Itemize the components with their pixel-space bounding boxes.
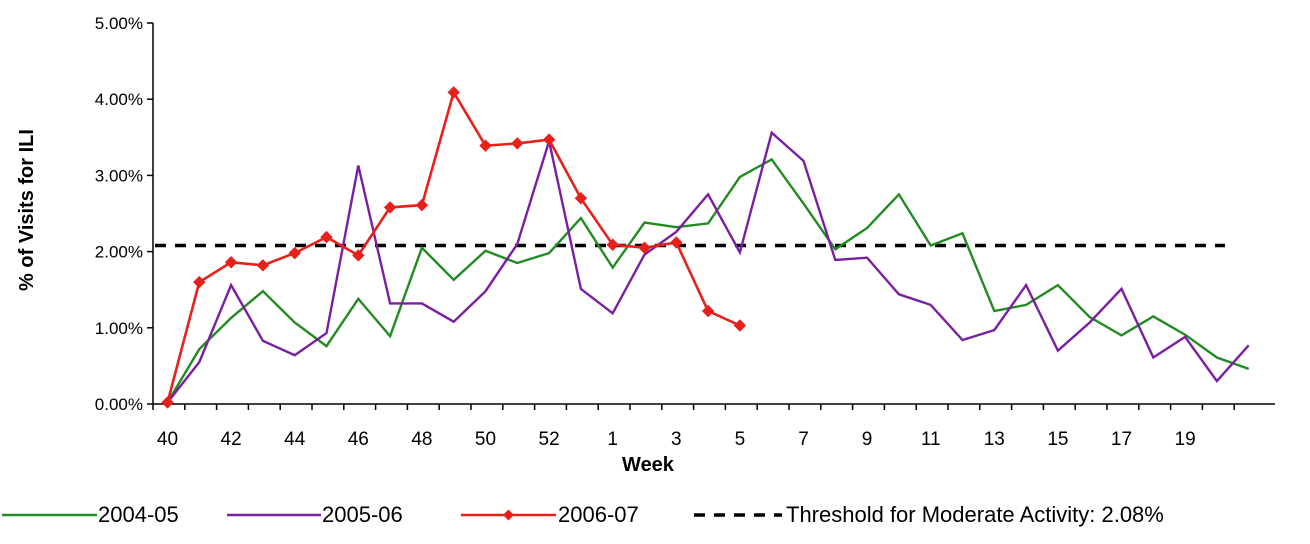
- x-tick-label: 7: [798, 429, 809, 450]
- series-point-2006-07: [574, 192, 588, 205]
- x-tick-label: 42: [221, 429, 242, 450]
- x-tick-label: 48: [411, 429, 432, 450]
- x-tick-label: 46: [348, 429, 369, 450]
- series-line-2006-07: [166, 89, 741, 403]
- x-tick-label: 44: [284, 429, 306, 450]
- series-point-2006-07: [256, 259, 270, 272]
- series-point-2006-07: [638, 241, 651, 254]
- series-point-2006-07: [288, 246, 301, 260]
- legend-label: 2006-07: [558, 502, 639, 527]
- series-line-2004-05: [166, 157, 1250, 404]
- legend-label: 2004-05: [98, 502, 179, 527]
- series-point-2006-07: [320, 230, 333, 244]
- series-point-2006-07: [415, 198, 429, 212]
- series-point-2006-07: [670, 236, 683, 249]
- x-tick-label: 9: [862, 429, 873, 450]
- y-axis-title: % of Visits for ILI: [16, 129, 38, 291]
- x-tick-label: 19: [1175, 429, 1196, 450]
- y-tick-label: 5.00%: [95, 14, 143, 33]
- series-point-2006-07: [606, 238, 619, 251]
- series-point-2006-07: [701, 304, 715, 318]
- series-point-2006-07: [733, 319, 747, 332]
- legend-label: 2005-06: [322, 502, 403, 527]
- series-point-2006-07: [383, 201, 397, 214]
- legend-label: Threshold for Moderate Activity: 2.08%: [786, 502, 1164, 527]
- x-tick-label: 15: [1047, 429, 1068, 450]
- x-tick-label: 13: [984, 429, 1005, 450]
- series-point-2006-07: [161, 396, 174, 409]
- x-axis-title: Week: [622, 454, 675, 476]
- legend-marker: [503, 509, 514, 521]
- series-layer: [161, 86, 1250, 409]
- x-tick-label: 50: [475, 429, 496, 450]
- legend: 2004-05 2005-06 2006-07 Threshold for Moder…: [2, 502, 1164, 527]
- series-line-2005-06: [166, 130, 1250, 404]
- x-tick-label: 11: [921, 429, 941, 450]
- y-tick-label: 0.00%: [95, 395, 143, 414]
- series-point-2006-07: [352, 249, 365, 262]
- series-point-2006-07: [193, 275, 206, 289]
- x-tick-label: 40: [157, 429, 178, 450]
- y-tick-label: 2.00%: [95, 243, 143, 262]
- x-tick-label: 5: [735, 429, 746, 450]
- x-tick-label: 17: [1111, 429, 1132, 450]
- y-tick-label: 4.00%: [95, 90, 143, 109]
- series-point-2006-07: [479, 139, 492, 152]
- series-point-2006-07: [224, 256, 238, 269]
- y-tick-label: 1.00%: [95, 319, 143, 338]
- y-tick-label: 3.00%: [95, 166, 143, 185]
- x-tick-label: 52: [539, 429, 560, 450]
- series-point-2006-07: [511, 137, 524, 150]
- series-point-2006-07: [542, 133, 556, 146]
- x-tick-label: 1: [607, 429, 618, 450]
- series-point-2006-07: [447, 86, 460, 99]
- axes: 0.00% 1.00% 2.00% 3.00% 4.00% 5.00% 40 42 44 46 48…: [95, 14, 1275, 450]
- x-tick-label: 3: [671, 429, 682, 450]
